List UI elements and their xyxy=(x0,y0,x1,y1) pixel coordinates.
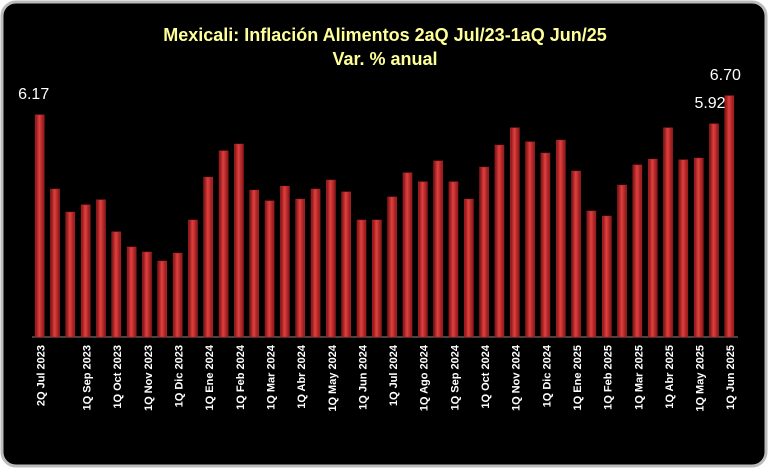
bar xyxy=(203,176,213,338)
x-tick-label: 1Q Nov 2024 xyxy=(511,344,523,411)
bar xyxy=(709,123,719,338)
bar xyxy=(65,211,76,338)
x-tick-label: 1Q Jun 2025 xyxy=(725,345,737,410)
bar xyxy=(34,114,45,338)
bar xyxy=(356,219,367,338)
bar xyxy=(218,150,229,338)
x-tick-label: 1Q Nov 2023 xyxy=(143,345,155,411)
x-tick-label: 1Q Jun 2024 xyxy=(357,344,369,410)
bar xyxy=(632,164,643,338)
bar xyxy=(433,160,443,338)
x-tick-label: 1Q Ene 2024 xyxy=(204,344,216,410)
bar xyxy=(571,170,581,338)
bar xyxy=(280,185,290,338)
bar xyxy=(249,189,259,338)
x-tick-label: 1Q Feb 2025 xyxy=(603,345,615,410)
bar xyxy=(80,204,91,338)
bar xyxy=(556,139,566,338)
bar xyxy=(663,127,673,338)
x-tick-label: 1Q Abr 2025 xyxy=(664,345,676,409)
bar xyxy=(126,246,137,338)
x-tick-label: 1Q May 2025 xyxy=(695,345,707,412)
chart-title: Mexicali: Inflación Alimentos 2aQ Jul/23… xyxy=(163,25,606,45)
data-label: 5.92 xyxy=(694,95,725,112)
bar xyxy=(540,152,551,338)
bar xyxy=(617,184,627,338)
x-tick-label: 1Q Abr 2024 xyxy=(296,344,308,409)
x-tick-label: 1Q Sep 2023 xyxy=(82,345,94,410)
bar xyxy=(326,179,336,338)
x-tick-label: 1Q Oct 2024 xyxy=(480,344,492,408)
bar xyxy=(50,188,60,338)
bar xyxy=(188,219,198,338)
bar xyxy=(464,198,474,338)
bar xyxy=(111,231,122,338)
chart-subtitle: Var. % anual xyxy=(332,49,437,69)
bar xyxy=(310,188,321,338)
data-label: 6.17 xyxy=(18,86,49,103)
bar xyxy=(172,252,183,338)
bar xyxy=(234,143,244,338)
bar xyxy=(510,127,520,338)
x-tick-label: 1Q Jul 2024 xyxy=(388,344,400,406)
bar xyxy=(418,181,428,338)
x-tick-label: 1Q Mar 2025 xyxy=(633,345,645,410)
x-tick-label: 1Q Feb 2024 xyxy=(235,344,247,410)
bar xyxy=(693,157,704,338)
x-tick-label: 1Q Oct 2023 xyxy=(112,345,124,409)
bar xyxy=(724,95,735,338)
bar xyxy=(341,191,351,338)
bar xyxy=(96,199,106,338)
bar xyxy=(494,144,505,338)
bar xyxy=(387,196,397,338)
bar xyxy=(586,210,597,338)
bar xyxy=(402,172,413,338)
bar xyxy=(479,166,489,338)
bar xyxy=(601,215,612,338)
x-tick-label: 1Q Ago 2024 xyxy=(419,344,431,411)
data-label: 6.70 xyxy=(710,67,741,84)
bar xyxy=(157,260,168,338)
x-tick-label: 2Q Jul 2023 xyxy=(36,345,48,406)
x-tick-label: 1Q Sep 2024 xyxy=(449,344,461,410)
x-tick-label: 1Q Ene 2025 xyxy=(572,345,584,410)
bar xyxy=(142,251,152,338)
bar xyxy=(525,141,535,338)
x-tick-label: 1Q Mar 2024 xyxy=(265,344,277,410)
bar xyxy=(678,159,689,338)
bar xyxy=(372,219,382,338)
x-tick-label: 1Q May 2024 xyxy=(327,344,339,412)
bar xyxy=(295,198,305,338)
x-tick-label: 1Q Dic 2023 xyxy=(174,345,186,407)
bar xyxy=(647,158,658,338)
bar xyxy=(264,200,275,338)
bar xyxy=(448,181,459,338)
x-tick-label: 1Q Dic 2024 xyxy=(541,344,553,407)
